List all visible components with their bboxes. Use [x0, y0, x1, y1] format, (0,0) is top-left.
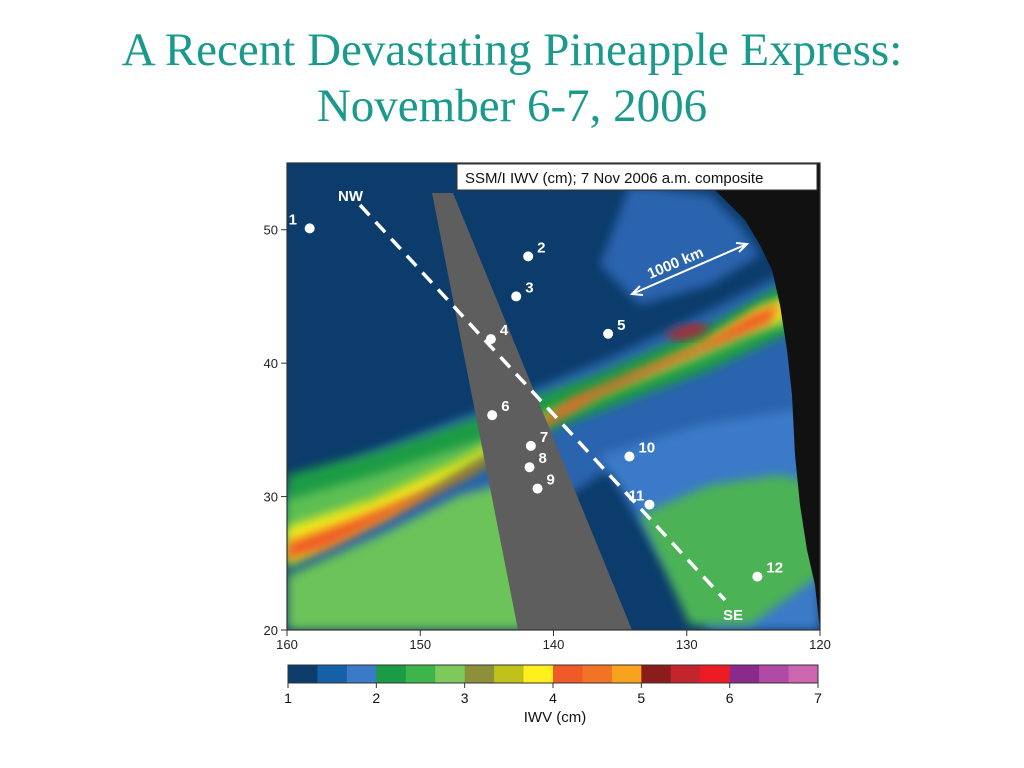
station-marker-6 — [487, 410, 498, 421]
station-marker-1 — [304, 223, 315, 234]
north-america-land — [710, 163, 820, 630]
distance-arrow-line — [631, 243, 748, 295]
station-label-3: 3 — [525, 279, 533, 296]
station-label-5: 5 — [617, 317, 625, 334]
colorbar-swatch-15 — [700, 665, 731, 683]
colorbar-swatch-4 — [376, 665, 407, 683]
lat-tick-label-30: 30 — [264, 490, 278, 505]
colorbar-swatch-12 — [611, 665, 642, 683]
lat-tick-label-40: 40 — [264, 356, 278, 371]
swath-gap — [432, 193, 632, 630]
colorbar-tick-label-1: 1 — [284, 690, 292, 706]
colorbar-swatch-2 — [317, 665, 348, 683]
iwv-map-figure: SSM/I IWV (cm); 7 Nov 2006 a.m. composit… — [264, 162, 831, 726]
colorbar-swatch-13 — [641, 665, 672, 683]
colorbar-tick-label-2: 2 — [372, 690, 380, 706]
station-marker-8 — [524, 462, 535, 473]
lon-tick-label-150: 150 — [409, 637, 431, 652]
lat-tick-label-50: 50 — [264, 223, 278, 238]
map-caption: SSM/I IWV (cm); 7 Nov 2006 a.m. composit… — [465, 170, 763, 187]
station-marker-7 — [525, 440, 536, 451]
distance-arrow-head-right — [735, 242, 750, 253]
station-label-7: 7 — [540, 429, 548, 446]
station-label-4: 4 — [500, 322, 509, 339]
colorbar-tick-label-7: 7 — [814, 690, 822, 706]
station-label-8: 8 — [539, 450, 547, 467]
northeast-blue-region — [600, 185, 760, 305]
station-marker-3 — [511, 291, 522, 302]
lon-tick-label-160: 160 — [276, 637, 298, 652]
map-caption-box: SSM/I IWV (cm); 7 Nov 2006 a.m. composit… — [456, 163, 818, 191]
lat-tick-label-20: 20 — [264, 623, 278, 638]
station-marker-4 — [485, 334, 496, 345]
station-label-12: 12 — [766, 560, 783, 577]
colorbar-swatch-6 — [435, 665, 466, 683]
station-label-9: 9 — [547, 472, 555, 489]
colorbar-swatch-11 — [582, 665, 613, 683]
title-line-2: November 6-7, 2006 — [316, 80, 708, 132]
colorbar-swatch-14 — [670, 665, 701, 683]
station-marker-12 — [752, 571, 763, 582]
station-label-2: 2 — [537, 239, 545, 256]
station-marker-5 — [603, 328, 614, 339]
colorbar-tick-label-6: 6 — [726, 690, 734, 706]
southeast-green-patch — [640, 475, 820, 625]
colorbar-swatch-10 — [553, 665, 583, 683]
colorbar-swatch-3 — [346, 665, 377, 683]
colorbar-swatch-5 — [405, 665, 436, 683]
station-label-10: 10 — [638, 440, 655, 457]
station-label-11: 11 — [628, 488, 644, 505]
colorbar-swatch-9 — [523, 665, 554, 683]
colorbar-swatch-7 — [464, 665, 495, 683]
lon-tick-label-120: 120 — [809, 637, 831, 652]
station-marker-11 — [644, 499, 655, 510]
title-line-1: A Recent Devastating Pineapple Express: — [121, 24, 903, 76]
red-atmospheric-river-core — [665, 323, 710, 341]
distance-arrow-head-left — [629, 285, 644, 296]
station-label-6: 6 — [501, 398, 509, 415]
station-marker-10 — [624, 451, 635, 462]
map-caption-background — [456, 163, 818, 191]
colorbar-swatch-17 — [759, 665, 790, 683]
colorbar-swatch-18 — [788, 665, 819, 683]
colorbar-swatch-1 — [288, 665, 318, 683]
iwv-colorbar: 1 2 3 4 5 6 7 — [284, 664, 822, 706]
route-start-label: NW — [338, 188, 364, 205]
colorbar-tick-label-5: 5 — [637, 690, 645, 706]
route-end-label: SE — [723, 607, 743, 624]
colorbar-swatch-16 — [729, 665, 760, 683]
transect-line — [358, 203, 727, 602]
station-marker-2 — [523, 251, 534, 262]
colorbar-tick-label-3: 3 — [461, 690, 469, 706]
colorbar-label: IWV (cm) — [524, 709, 586, 726]
station-marker-9 — [532, 483, 543, 494]
colorbar-swatch-8 — [494, 665, 525, 683]
lon-tick-label-140: 140 — [543, 637, 565, 652]
map-panel — [287, 163, 820, 630]
slide-title: A Recent Devastating Pineapple Express: … — [0, 22, 1024, 134]
lon-tick-label-130: 130 — [676, 637, 698, 652]
colorbar-tick-label-4: 4 — [549, 690, 557, 706]
station-label-1: 1 — [289, 211, 297, 228]
